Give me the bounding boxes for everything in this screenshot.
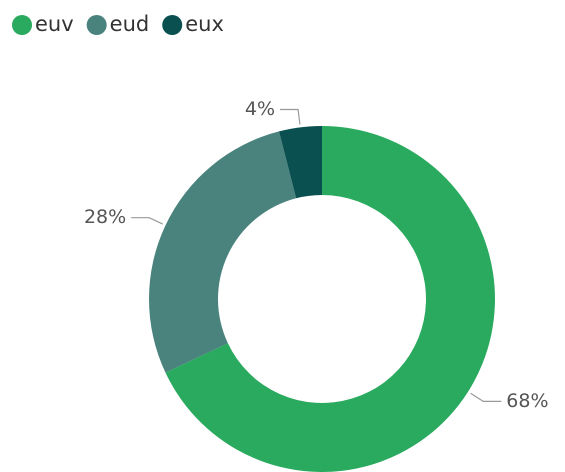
legend-swatch [86, 15, 107, 35]
data-label: 68% [506, 390, 548, 412]
donut-segment [278, 126, 322, 199]
legend-label: eux [185, 12, 224, 36]
leader-line [280, 108, 301, 125]
legend-label: eud [110, 12, 150, 36]
donut-segment [148, 131, 297, 373]
leader-line [470, 392, 502, 402]
legend-label: euv [35, 12, 74, 36]
legend-swatch [12, 15, 32, 35]
data-label: 4% [245, 98, 275, 120]
leader-line [131, 217, 164, 225]
data-label: 28% [84, 206, 126, 228]
donut-segment [165, 126, 495, 472]
legend-swatch [162, 15, 183, 35]
